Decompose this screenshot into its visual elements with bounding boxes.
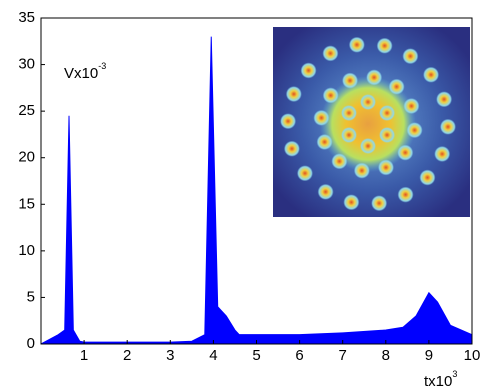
y-tick-label: 20 [18,149,35,166]
inset-dot [402,48,418,64]
inset-dot [341,105,357,121]
inset-dot [379,127,395,143]
inset-dot [317,134,333,150]
inset-dot [286,86,302,102]
x-tick-label: 2 [123,347,131,364]
inset-image [273,27,470,217]
inset-dot [301,62,317,78]
chart: Vx10-3 tx103 0 5 10 15 20 25 30 35 1 2 3 4 5 6 7 8 9 10 [0,0,487,392]
inset-dot [407,122,423,138]
x-tick-label: 6 [295,347,303,364]
y-tick-label: 5 [27,288,35,305]
x-tick-label: 8 [382,347,390,364]
inset-dot [341,127,357,143]
inset-dot [423,67,439,83]
x-tick-label: 1 [80,347,88,364]
x-tick-label: 5 [252,347,260,364]
inset-dot [343,194,359,210]
inset-dot [349,37,365,53]
inset-dot [377,38,393,54]
inset-dot [440,119,456,135]
inset-dot [403,98,419,114]
inset-dot [434,146,450,162]
inset-dot [419,170,435,186]
x-tick-label: 7 [339,347,347,364]
x-tick-label: 3 [166,347,174,364]
inset-dot [379,105,395,121]
x-tick-label: 9 [425,347,433,364]
y-axis-label: Vx10-3 [64,61,106,82]
inset-dot [360,94,376,110]
inset-dot [280,113,296,129]
inset-dot [371,195,387,211]
inset-dot [322,45,338,61]
inset-dot [436,91,452,107]
inset-dot [397,145,413,161]
x-axis-label: tx103 [424,369,457,390]
y-tick-label: 15 [18,195,35,212]
inset-dot [284,141,300,157]
inset-dot [389,79,405,95]
inset-dot [366,69,382,85]
y-tick-label: 0 [27,335,35,352]
inset-dot [342,73,358,89]
inset-dot [318,184,334,200]
y-tick-label: 25 [18,102,35,119]
inset-dot [378,159,394,175]
y-tick-label: 35 [18,9,35,26]
x-tick-label: 10 [464,347,481,364]
inset-dot [297,165,313,181]
x-tick-label: 4 [209,347,217,364]
inset-dot [323,87,339,103]
inset-dot [354,163,370,179]
inset-dot [313,110,329,126]
inset-dot [360,138,376,154]
inset-dot [331,153,347,169]
inset-dot [398,187,414,203]
y-tick-label: 30 [18,56,35,73]
y-tick-label: 10 [18,242,35,259]
